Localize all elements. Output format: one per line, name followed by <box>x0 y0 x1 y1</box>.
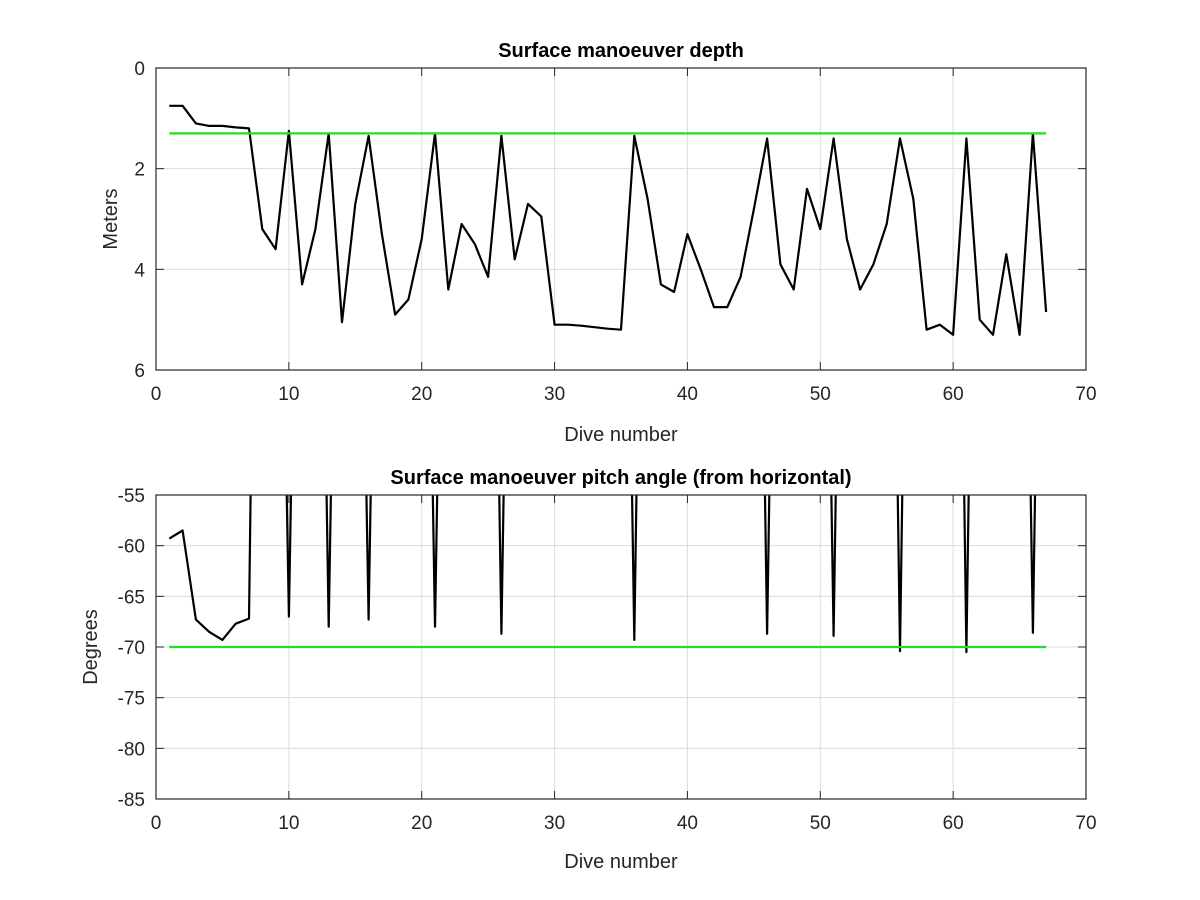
pitch-y-tick-label: -80 <box>118 739 145 760</box>
pitch-x-tick-label: 60 <box>943 813 964 834</box>
pitch-subplot: 0 10 20 30 40 50 60 70 -55 -60 -65 -70 -75 -80 -85 Sur… <box>80 467 1097 873</box>
depth-x-tick-label: 60 <box>943 384 964 405</box>
depth-data-line <box>169 104 1048 336</box>
pitch-y-tick-label: -75 <box>118 689 145 710</box>
pitch-x-tick-label: 30 <box>544 813 565 834</box>
depth-x-tick-label: 30 <box>544 384 565 405</box>
pitch-y-axis-label: Degrees <box>80 609 102 685</box>
depth-x-tick-label: 50 <box>810 384 831 405</box>
depth-x-tick-label: 10 <box>278 384 299 405</box>
depth-x-tick-label: 70 <box>1075 384 1096 405</box>
depth-y-tick-label: 6 <box>134 361 145 382</box>
pitch-x-tick-label: 50 <box>810 813 831 834</box>
pitch-series-group <box>168 495 1047 654</box>
depth-ticks: 0 10 20 30 40 50 60 70 0 2 4 6 <box>134 59 1096 405</box>
depth-series-group <box>169 104 1048 336</box>
depth-axes-frame <box>155 67 1087 371</box>
depth-y-tick-label: 0 <box>134 59 145 80</box>
depth-x-axis-label: Dive number <box>564 424 678 446</box>
pitch-y-tick-label: -60 <box>118 537 145 558</box>
pitch-y-tick-label: -55 <box>118 486 145 507</box>
pitch-x-tick-label: 0 <box>151 813 162 834</box>
depth-grid <box>156 68 1086 370</box>
depth-y-axis-label: Meters <box>100 188 122 249</box>
depth-chart-title: Surface manoeuver depth <box>498 40 744 62</box>
depth-y-tick-label: 4 <box>134 260 145 281</box>
pitch-x-tick-label: 10 <box>278 813 299 834</box>
depth-y-tick-label: 2 <box>134 160 145 181</box>
pitch-y-tick-label: -85 <box>118 790 145 811</box>
depth-x-tick-label: 20 <box>411 384 432 405</box>
pitch-y-tick-label: -65 <box>118 587 145 608</box>
pitch-y-tick-label: -70 <box>118 638 145 659</box>
depth-x-tick-label: 40 <box>677 384 698 405</box>
pitch-x-axis-label: Dive number <box>564 851 678 873</box>
depth-subplot: 0 10 20 30 40 50 60 70 0 2 4 6 Surface manoeuver de… <box>100 40 1097 446</box>
pitch-data-line <box>168 495 1037 654</box>
pitch-ticks: 0 10 20 30 40 50 60 70 -55 -60 -65 -70 -75 -80 -85 <box>118 486 1097 834</box>
pitch-chart-title: Surface manoeuver pitch angle (from hori… <box>390 467 851 489</box>
pitch-x-tick-label: 20 <box>411 813 432 834</box>
depth-x-tick-label: 0 <box>151 384 162 405</box>
pitch-x-tick-label: 70 <box>1075 813 1096 834</box>
pitch-x-tick-label: 40 <box>677 813 698 834</box>
